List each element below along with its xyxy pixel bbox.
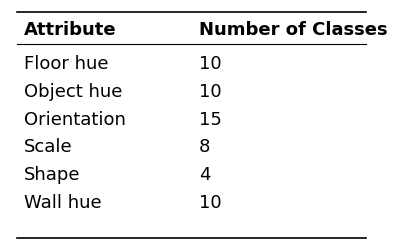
Text: Wall hue: Wall hue <box>24 194 102 212</box>
Text: Orientation: Orientation <box>24 111 126 129</box>
Text: Shape: Shape <box>24 166 81 184</box>
Text: 15: 15 <box>199 111 222 129</box>
Text: 4: 4 <box>199 166 210 184</box>
Text: Floor hue: Floor hue <box>24 55 109 73</box>
Text: 10: 10 <box>199 55 221 73</box>
Text: 8: 8 <box>199 138 210 156</box>
Text: Number of Classes: Number of Classes <box>199 21 387 39</box>
Text: 10: 10 <box>199 83 221 101</box>
Text: 10: 10 <box>199 194 221 212</box>
Text: Object hue: Object hue <box>24 83 123 101</box>
Text: Scale: Scale <box>24 138 73 156</box>
Text: Attribute: Attribute <box>24 21 117 39</box>
